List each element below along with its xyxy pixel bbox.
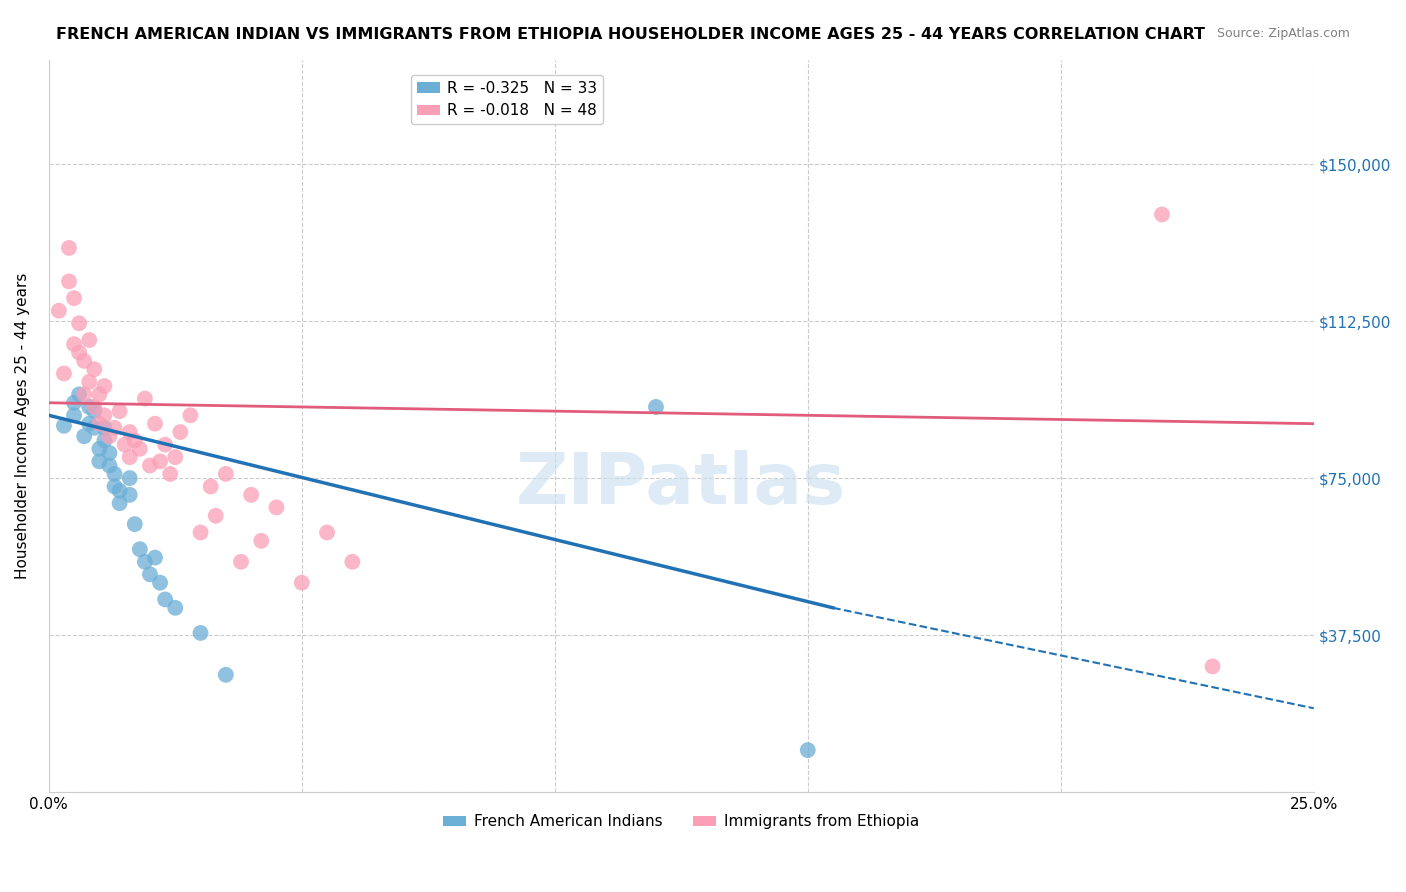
Point: [200, 479, 222, 493]
Point: [98, 446, 121, 460]
Point: [103, 421, 125, 435]
Point: [93, 409, 115, 423]
Point: [165, 450, 187, 465]
Point: [342, 555, 364, 569]
Point: [83, 404, 105, 418]
Point: [143, 417, 166, 431]
Point: [52, 367, 75, 381]
Point: [98, 429, 121, 443]
Point: [797, 743, 820, 757]
Point: [190, 525, 212, 540]
Point: [63, 409, 86, 423]
Point: [89, 454, 111, 468]
Point: [291, 575, 314, 590]
Point: [77, 417, 100, 431]
Point: [153, 592, 176, 607]
Point: [134, 555, 156, 569]
Point: [67, 316, 90, 330]
Point: [179, 409, 201, 423]
Point: [93, 379, 115, 393]
Point: [215, 667, 238, 681]
Point: [103, 479, 125, 493]
Point: [128, 442, 150, 456]
Text: ZIPatlas: ZIPatlas: [516, 450, 846, 519]
Point: [1201, 659, 1223, 673]
Point: [98, 458, 121, 473]
Point: [108, 483, 131, 498]
Point: [103, 467, 125, 481]
Point: [149, 575, 172, 590]
Point: [118, 450, 141, 465]
Point: [83, 421, 105, 435]
Point: [73, 354, 96, 368]
Point: [108, 404, 131, 418]
Point: [67, 345, 90, 359]
Point: [114, 437, 136, 451]
Point: [250, 533, 273, 548]
Point: [118, 471, 141, 485]
Point: [89, 417, 111, 431]
Point: [143, 550, 166, 565]
Point: [229, 555, 252, 569]
Point: [266, 500, 288, 515]
Point: [63, 396, 86, 410]
Point: [1150, 207, 1173, 221]
Point: [149, 454, 172, 468]
Point: [128, 542, 150, 557]
Point: [83, 400, 105, 414]
Point: [159, 467, 181, 481]
Point: [52, 418, 75, 433]
Point: [204, 508, 226, 523]
Point: [93, 421, 115, 435]
Point: [139, 458, 162, 473]
Point: [124, 517, 146, 532]
Point: [153, 437, 176, 451]
Point: [316, 525, 339, 540]
Point: [118, 488, 141, 502]
Point: [93, 434, 115, 448]
Point: [134, 392, 156, 406]
Point: [215, 467, 238, 481]
Point: [58, 274, 80, 288]
Point: [165, 600, 187, 615]
Point: [67, 387, 90, 401]
Y-axis label: Householder Income Ages 25 - 44 years: Householder Income Ages 25 - 44 years: [15, 273, 30, 579]
Point: [77, 333, 100, 347]
Point: [63, 337, 86, 351]
Point: [190, 626, 212, 640]
Legend: French American Indians, Immigrants from Ethiopia: French American Indians, Immigrants from…: [437, 808, 925, 836]
Point: [89, 442, 111, 456]
Text: FRENCH AMERICAN INDIAN VS IMMIGRANTS FROM ETHIOPIA HOUSEHOLDER INCOME AGES 25 - : FRENCH AMERICAN INDIAN VS IMMIGRANTS FRO…: [56, 27, 1205, 42]
Point: [124, 434, 146, 448]
Point: [108, 496, 131, 510]
Point: [48, 303, 70, 318]
Point: [73, 387, 96, 401]
Point: [89, 387, 111, 401]
Point: [73, 429, 96, 443]
Point: [240, 488, 263, 502]
Point: [77, 375, 100, 389]
Point: [63, 291, 86, 305]
Point: [139, 567, 162, 582]
Point: [58, 241, 80, 255]
Point: [169, 425, 191, 439]
Point: [83, 362, 105, 376]
Text: Source: ZipAtlas.com: Source: ZipAtlas.com: [1216, 27, 1350, 40]
Point: [77, 400, 100, 414]
Point: [118, 425, 141, 439]
Point: [645, 400, 668, 414]
